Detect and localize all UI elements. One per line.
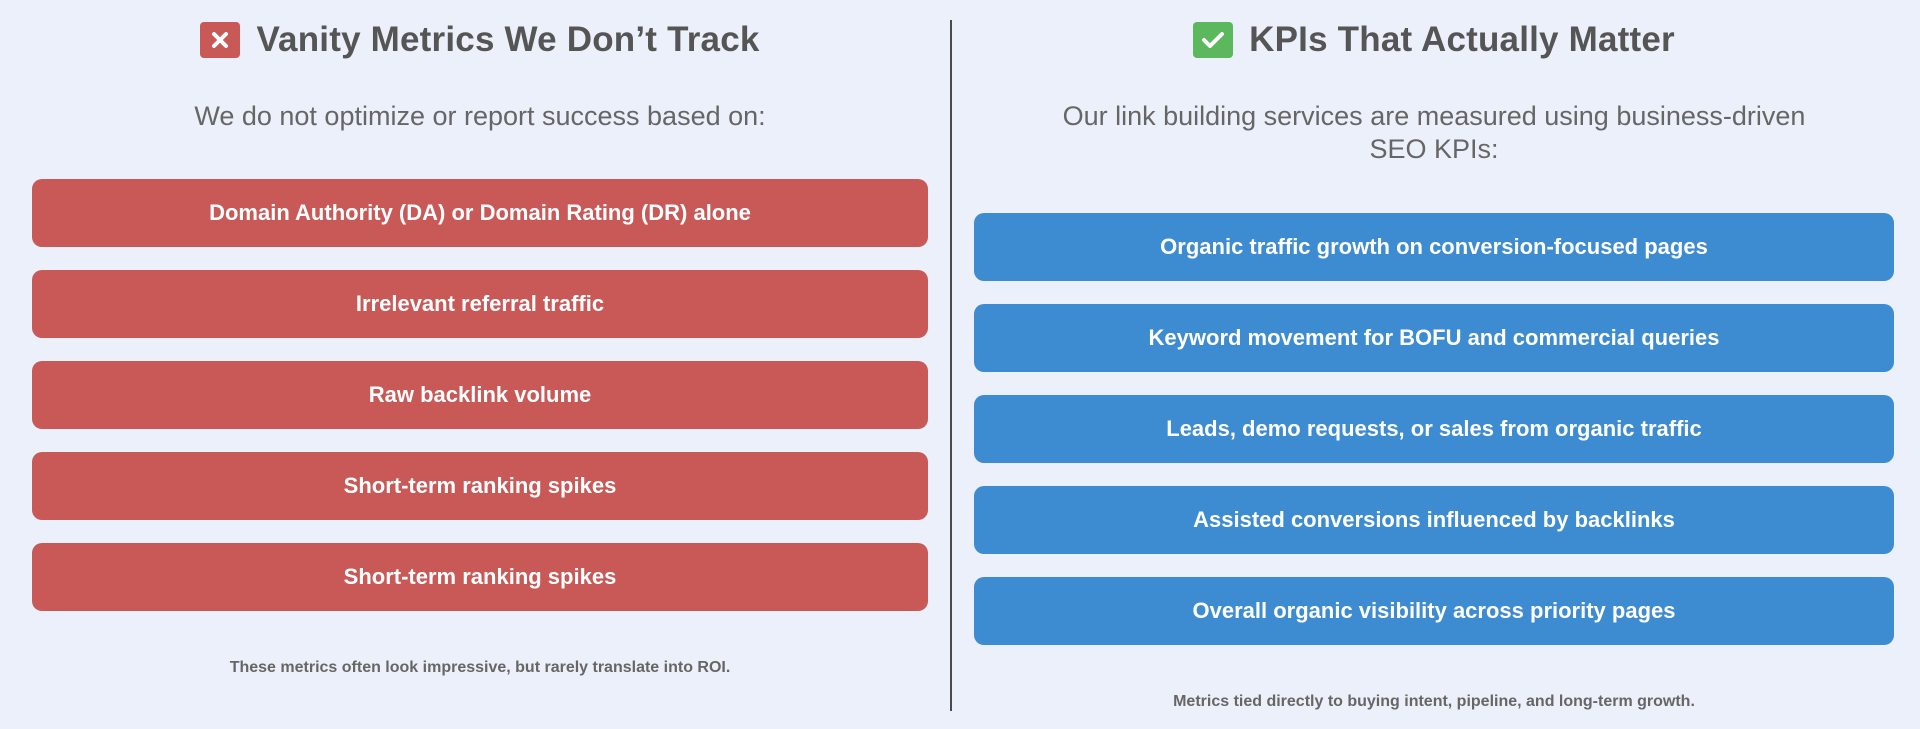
vanity-metric-item: Irrelevant referral traffic: [32, 270, 928, 338]
kpi-item: Keyword movement for BOFU and commercial…: [974, 304, 1894, 372]
vanity-metric-item: Raw backlink volume: [32, 361, 928, 429]
kpi-item: Overall organic visibility across priori…: [974, 577, 1894, 645]
vanity-metrics-list: Domain Authority (DA) or Domain Rating (…: [32, 179, 928, 634]
vanity-metric-item: Short-term ranking spikes: [32, 452, 928, 520]
vanity-metrics-heading: Vanity Metrics We Don’t Track: [32, 18, 928, 62]
check-mark-icon: [1193, 22, 1234, 58]
vanity-metric-item: Domain Authority (DA) or Domain Rating (…: [32, 179, 928, 247]
kpi-title: KPIs That Actually Matter: [1249, 20, 1675, 59]
vanity-metric-item: Short-term ranking spikes: [32, 543, 928, 611]
kpi-heading: KPIs That Actually Matter: [974, 18, 1894, 62]
kpi-item: Assisted conversions influenced by backl…: [974, 486, 1894, 554]
column-divider: [950, 20, 952, 711]
kpi-subtitle: Our link building services are measured …: [1062, 101, 1806, 164]
kpi-item: Leads, demo requests, or sales from orga…: [974, 395, 1894, 463]
kpi-item: Organic traffic growth on conversion-foc…: [974, 213, 1894, 281]
kpi-footnote: Metrics tied directly to buying intent, …: [1173, 693, 1695, 710]
vanity-metrics-title: Vanity Metrics We Don’t Track: [256, 20, 760, 59]
vanity-metrics-footnote: These metrics often look impressive, but…: [229, 659, 731, 676]
cross-mark-icon: [200, 22, 241, 58]
kpi-list: Organic traffic growth on conversion-foc…: [974, 213, 1894, 668]
vanity-metrics-subtitle: We do not optimize or report success bas…: [194, 101, 766, 131]
